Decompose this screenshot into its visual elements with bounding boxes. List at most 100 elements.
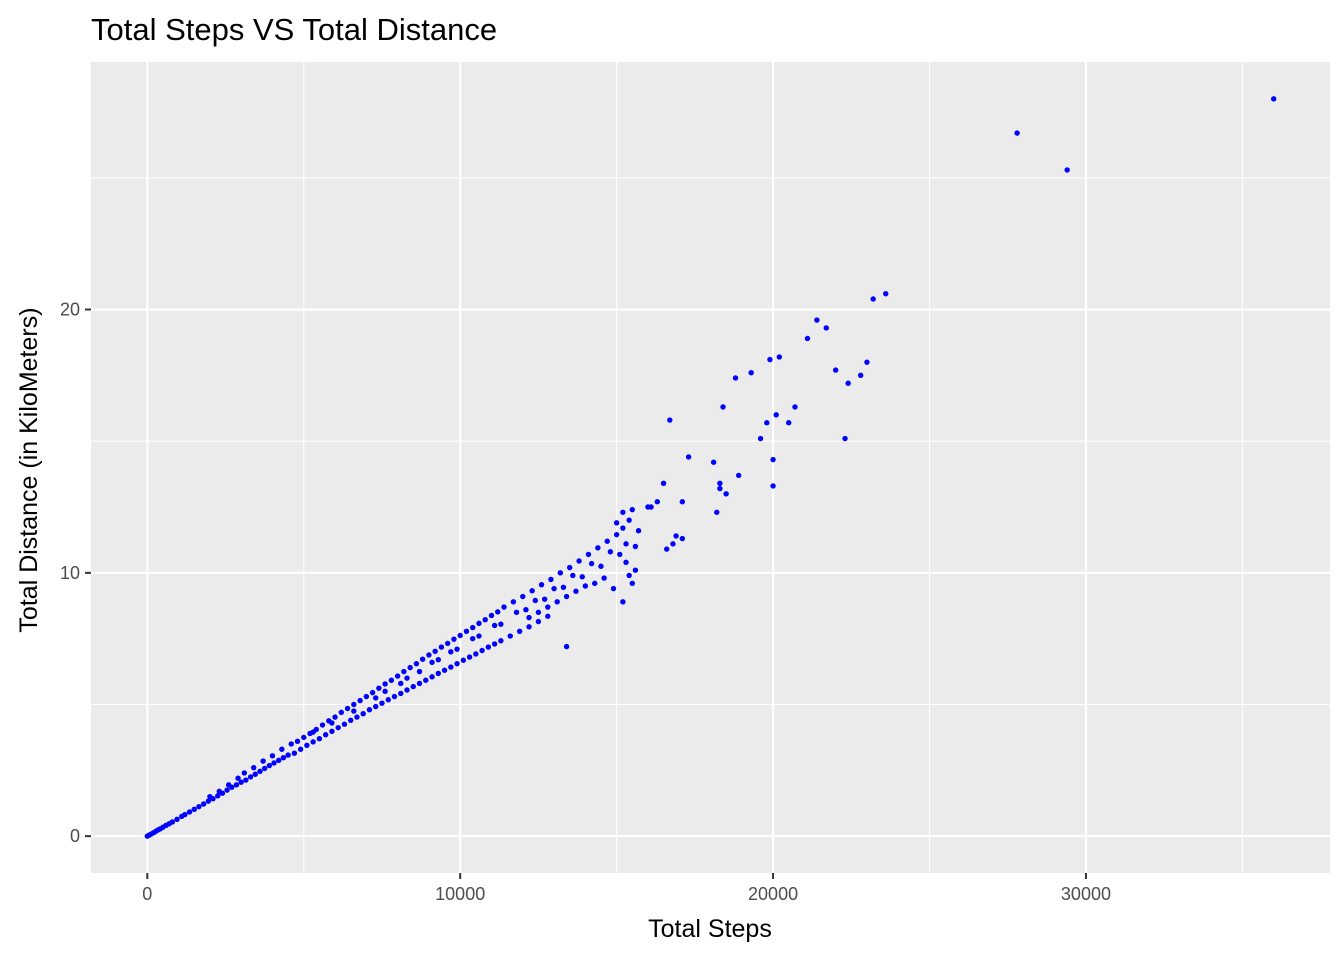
x-tick-label: 10000 <box>435 884 485 904</box>
data-point <box>205 798 212 804</box>
data-point <box>423 677 429 683</box>
data-point <box>174 816 180 822</box>
data-point <box>1270 96 1277 102</box>
data-point <box>476 633 482 639</box>
data-point <box>604 538 610 544</box>
data-point <box>354 714 360 720</box>
y-tick-label: 20 <box>60 300 80 320</box>
data-point <box>382 681 388 687</box>
data-point <box>513 609 520 616</box>
data-point <box>585 551 592 558</box>
data-point <box>196 803 202 810</box>
data-point <box>832 367 839 373</box>
data-point <box>479 647 485 654</box>
data-point <box>186 809 193 815</box>
data-point <box>457 632 463 639</box>
data-point <box>304 742 310 748</box>
data-point <box>595 545 601 551</box>
data-point <box>366 707 373 713</box>
data-point <box>373 695 379 701</box>
y-tick-label: 0 <box>70 826 80 846</box>
data-point <box>435 657 441 663</box>
data-point <box>235 775 241 781</box>
data-point <box>301 734 307 741</box>
data-point <box>717 485 723 492</box>
data-point <box>673 533 679 539</box>
data-point <box>648 504 654 510</box>
data-point <box>376 685 382 691</box>
data-point <box>532 597 538 604</box>
data-point <box>563 593 570 600</box>
axis-ticks: 0 10000 20000 30000 0 10 20 <box>60 300 1111 904</box>
data-point <box>757 435 764 442</box>
data-point <box>601 575 607 581</box>
data-point <box>297 746 304 752</box>
data-point <box>451 636 457 642</box>
data-point <box>498 638 504 644</box>
data-point <box>329 728 335 735</box>
data-point <box>269 753 276 759</box>
data-point <box>491 622 498 629</box>
x-tick-label: 30000 <box>1061 884 1111 904</box>
data-point <box>280 754 287 761</box>
data-point <box>271 760 277 766</box>
data-point <box>385 697 391 703</box>
data-point <box>416 680 423 687</box>
data-point <box>526 624 532 630</box>
data-point <box>329 720 335 726</box>
data-point <box>523 606 529 613</box>
data-point <box>250 764 257 771</box>
data-point <box>398 690 404 697</box>
data-point <box>215 793 221 799</box>
data-point <box>288 741 294 747</box>
data-point <box>1064 167 1070 173</box>
data-point <box>238 779 244 785</box>
data-point <box>883 291 889 297</box>
data-point <box>567 564 573 571</box>
data-point <box>679 499 686 505</box>
data-point <box>507 633 513 639</box>
data-point <box>663 546 670 552</box>
data-point <box>404 687 410 693</box>
data-point <box>382 688 388 695</box>
data-point <box>607 549 614 555</box>
data-point <box>335 724 341 731</box>
data-point <box>332 714 338 720</box>
data-point <box>401 668 407 675</box>
data-point <box>570 572 576 579</box>
data-point <box>429 674 435 680</box>
data-point <box>776 354 783 360</box>
data-point <box>764 420 770 426</box>
data-point <box>260 758 266 764</box>
data-point <box>557 570 564 576</box>
data-point <box>182 811 188 818</box>
data-point <box>545 604 551 610</box>
data-point <box>216 788 222 795</box>
data-point <box>200 801 207 807</box>
data-point <box>870 296 876 302</box>
data-point <box>448 649 454 655</box>
data-point <box>620 509 626 515</box>
data-point <box>710 459 717 465</box>
data-point <box>435 670 441 677</box>
data-point <box>470 635 476 642</box>
data-point <box>363 693 370 700</box>
data-point <box>560 584 567 591</box>
data-point <box>266 762 273 769</box>
data-point <box>169 819 176 825</box>
x-tick-label: 20000 <box>748 884 798 904</box>
data-point <box>592 580 598 587</box>
data-point <box>247 774 254 780</box>
data-point <box>535 618 542 625</box>
data-point <box>379 700 385 706</box>
data-point <box>545 613 551 619</box>
data-point <box>233 782 240 788</box>
data-point <box>460 657 467 663</box>
data-point <box>541 596 548 602</box>
data-point <box>842 435 848 442</box>
data-point <box>548 576 554 583</box>
data-point <box>224 787 230 793</box>
data-point <box>285 752 291 758</box>
data-point <box>398 680 404 687</box>
data-point <box>495 609 501 615</box>
